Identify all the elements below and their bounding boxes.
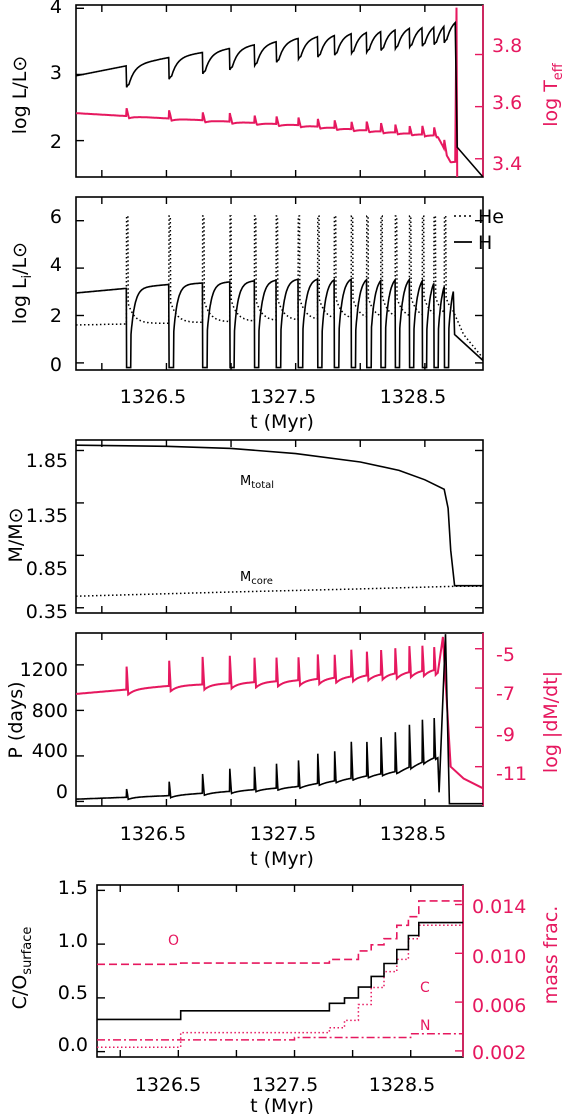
panel3-ticks [76, 440, 483, 613]
annotation-n: N [420, 1018, 430, 1034]
p4-y2tick-minus9: -9 [496, 724, 515, 746]
series-he-line [76, 215, 484, 359]
p2-ytick-0: 0 [50, 354, 62, 376]
p5-y2tick-0.006: 0.006 [472, 995, 526, 1017]
mtotal-label: Mtotal [240, 474, 274, 491]
series-oxygen-line [97, 900, 463, 966]
p2-xtick-1328.5: 1328.5 [380, 386, 446, 408]
series-carbon-line [97, 913, 464, 1048]
panel-luminosity-teff: 4 3 2 3.8 3.6 3.4 log L/L⊙ log Teff [9, 0, 566, 178]
p1-ytick-4: 4 [50, 0, 62, 18]
p5-y2label: mass frac. [540, 906, 562, 1005]
p4-xtick-1328.5: 1328.5 [380, 823, 446, 845]
series-h-line [76, 277, 484, 369]
p1-ytick-3: 3 [50, 62, 62, 84]
panel-burning-luminosity: 6 4 2 0 log Li/L⊙ He H 1326.5 1327.5 132… [9, 196, 504, 433]
panel1-ticks [76, 5, 483, 177]
p5-ytick-0.0: 0.0 [58, 1034, 88, 1056]
series-mcore-line [75, 585, 483, 597]
p5-y2tick-0.010: 0.010 [472, 946, 526, 968]
series-mdot-line [76, 636, 484, 790]
p1-ylabel: log L/L⊙ [9, 56, 31, 135]
p1-y2tick-3.6: 3.6 [492, 92, 522, 114]
p4-xlabel: t (Myr) [250, 848, 314, 870]
series-c-o-ratio-line [97, 921, 463, 1021]
p5-xtick-1328.5: 1328.5 [369, 1074, 435, 1096]
p4-ytick-400: 400 [32, 740, 68, 762]
p4-xtick-1327.5: 1327.5 [250, 823, 316, 845]
panel2-ticks [76, 197, 483, 370]
p1-ytick-2: 2 [50, 131, 62, 153]
series-period-line [76, 634, 483, 805]
p5-xlabel: t (Myr) [250, 1095, 314, 1114]
p3-ytick-0.85: 0.85 [26, 558, 68, 580]
p3-ylabel: M/M⊙ [5, 507, 27, 562]
p5-ytick-0.5: 0.5 [58, 982, 88, 1004]
panel3-frame [75, 439, 484, 614]
p2-ylabel: log Li/L⊙ [9, 242, 35, 324]
p4-ytick-800: 800 [32, 700, 68, 722]
panel5-frame [96, 884, 464, 1058]
p2-xtick-1326.5: 1326.5 [120, 386, 186, 408]
mcore-label: Mcore [240, 570, 273, 587]
p1-y2tick-3.4: 3.4 [492, 153, 522, 175]
p4-xtick-1326.5: 1326.5 [120, 823, 186, 845]
p5-y2tick-0.014: 0.014 [472, 896, 526, 918]
p3-ytick-1.35: 1.35 [26, 505, 68, 527]
panel-mass: 1.85 1.35 0.85 0.35 M/M⊙ Mtotal Mcore [5, 439, 484, 623]
series-logl-line [75, 20, 484, 178]
p5-xtick-1326.5: 1326.5 [135, 1074, 201, 1096]
p2-xlabel: t (Myr) [250, 411, 314, 433]
series-logteff-line [76, 7, 459, 178]
annotation-o: O [168, 933, 179, 949]
p5-ytick-1.0: 1.0 [58, 930, 88, 952]
p4-y2tick-minus7: -7 [496, 683, 515, 705]
p4-ylabel: P (days) [5, 681, 27, 758]
p2-ytick-2: 2 [50, 305, 62, 327]
p4-ytick-0: 0 [56, 781, 68, 803]
panel5-ticks [97, 885, 463, 1057]
p4-y2label: log |dM/dt| [540, 671, 562, 773]
panel4-ticks [76, 633, 483, 806]
p5-xtick-1327.5: 1327.5 [252, 1074, 318, 1096]
p1-y2tick-3.8: 3.8 [492, 35, 522, 57]
annotation-c: C [420, 980, 430, 996]
p2-ytick-6: 6 [50, 206, 62, 228]
p5-ylabel: C/Osurface [9, 927, 35, 1010]
series-mtotal-line [75, 444, 483, 587]
p1-y2label: log Teff [540, 62, 566, 127]
panel2-frame [75, 196, 484, 371]
legend-he-label: He [478, 206, 504, 228]
p5-ytick-1.5: 1.5 [58, 877, 88, 899]
p4-y2tick-minus11: -11 [496, 763, 527, 785]
p4-ytick-1200: 1200 [20, 659, 68, 681]
panel-surface-abundances: 1.5 1.0 0.5 0.0 0.014 0.010 0.006 0.002 … [9, 877, 562, 1114]
p3-ytick-1.85: 1.85 [26, 450, 68, 472]
p5-y2tick-0.002: 0.002 [472, 1042, 526, 1064]
p3-ytick-0.35: 0.35 [26, 601, 68, 623]
panel-period-massloss: 1200 800 400 0 -5 -7 -9 -11 P (days) log… [5, 632, 562, 870]
p2-ytick-4: 4 [50, 254, 62, 276]
p2-xtick-1327.5: 1327.5 [250, 386, 316, 408]
series-nitrogen-line [97, 1031, 464, 1041]
legend-h-label: H [478, 232, 492, 254]
p4-y2tick-minus5: -5 [496, 644, 515, 666]
